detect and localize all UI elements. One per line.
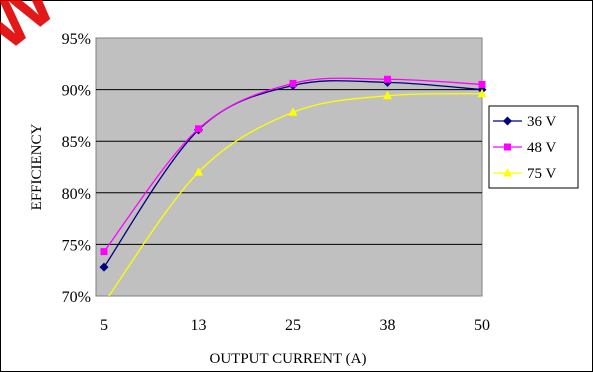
data-point xyxy=(100,248,108,256)
data-point xyxy=(99,262,109,272)
data-point xyxy=(477,88,487,98)
x-axis-title: OUTPUT CURRENT (A) xyxy=(210,351,367,367)
x-tick-label: 38 xyxy=(380,317,396,334)
legend-marker xyxy=(503,116,512,126)
data-point xyxy=(195,125,202,133)
y-tick-label: 95% xyxy=(62,31,91,48)
series-line xyxy=(103,80,482,268)
watermark: W xyxy=(0,0,71,66)
legend-label: 48 V xyxy=(527,140,556,156)
x-tick-labels: 5 13 25 38 50 xyxy=(100,317,490,334)
legend-marker xyxy=(503,168,512,177)
series-line xyxy=(103,77,482,253)
legend-label: 75 V xyxy=(527,166,556,182)
x-tick-label: 25 xyxy=(285,317,301,334)
y-axis-title: EFFICIENCY xyxy=(29,124,45,211)
legend-label: 36 V xyxy=(527,114,556,130)
y-tick-label: 90% xyxy=(62,83,91,100)
data-point xyxy=(288,107,298,116)
series-lines xyxy=(103,77,482,296)
plot-area xyxy=(95,37,483,297)
series-markers xyxy=(99,75,487,272)
legend-marker xyxy=(504,143,511,151)
y-tick-labels: 70% 75% 80% 85% 90% 95% xyxy=(62,31,91,306)
x-tick-label: 5 xyxy=(100,317,108,334)
x-tick-label: 50 xyxy=(474,317,490,334)
data-point xyxy=(194,167,203,176)
series-line xyxy=(108,93,482,296)
legend: 36 V 48 V 75 V xyxy=(488,105,579,189)
x-tick-label: 13 xyxy=(191,317,207,334)
data-point xyxy=(384,75,391,83)
y-tick-label: 70% xyxy=(62,289,91,306)
data-point xyxy=(478,80,486,88)
data-point xyxy=(383,90,392,100)
data-point xyxy=(289,79,297,87)
gridlines xyxy=(96,89,482,245)
y-tick-label: 75% xyxy=(62,237,91,254)
y-tick-label: 80% xyxy=(62,186,91,203)
y-tick-label: 85% xyxy=(62,134,91,151)
